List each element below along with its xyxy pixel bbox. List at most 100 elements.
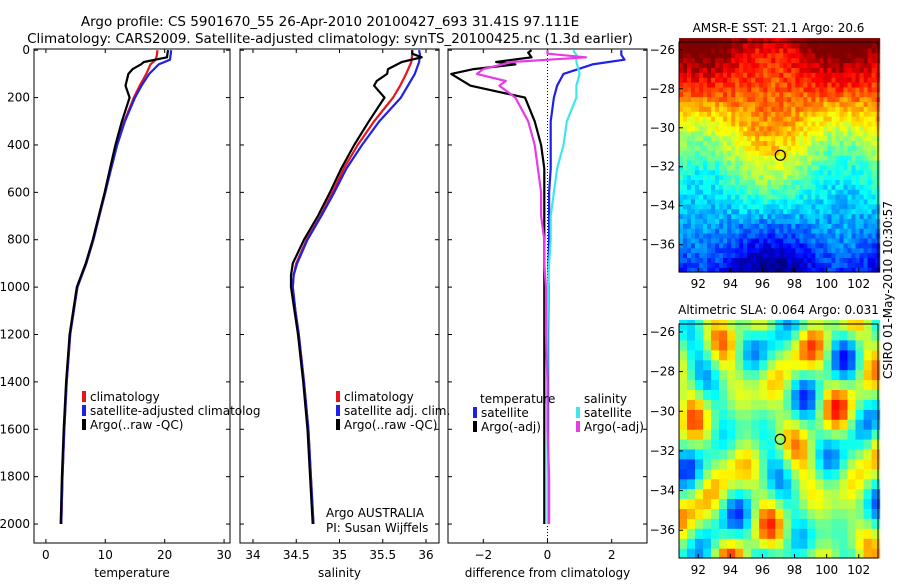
heatmap-cell — [843, 262, 849, 268]
heatmap-cell — [819, 91, 824, 98]
heatmap-cell — [711, 242, 716, 249]
heatmap-cell — [799, 439, 808, 450]
heatmap-cell — [827, 233, 832, 239]
heatmap-cell — [703, 174, 708, 180]
heatmap-cell — [791, 498, 800, 509]
heatmap-cell — [771, 111, 776, 117]
heatmap-cell — [847, 458, 857, 470]
heatmap-cell — [679, 52, 684, 59]
heatmap-cell — [763, 67, 768, 73]
heatmap-cell — [783, 135, 788, 142]
heatmap-cell — [739, 179, 744, 185]
heatmap-cell — [775, 548, 784, 559]
heatmap-cell — [755, 164, 760, 171]
heatmap-cell — [695, 339, 704, 351]
heatmap-cell — [871, 47, 877, 54]
heatmap-cell — [851, 120, 857, 127]
heatmap-cell — [731, 47, 736, 54]
heatmap-cell — [719, 203, 724, 210]
heatmap-cell — [695, 247, 700, 254]
heatmap-cell — [715, 82, 720, 88]
heatmap-cell — [711, 91, 716, 98]
heatmap-cell — [791, 389, 800, 400]
heatmap-cell — [687, 135, 692, 142]
heatmap-cell — [823, 218, 828, 224]
heatmap-cell — [759, 349, 768, 361]
heatmap-cell — [715, 67, 720, 73]
heatmap-cell — [711, 429, 720, 440]
heatmap-cell — [711, 159, 716, 166]
heatmap-cell — [779, 125, 784, 132]
y-tick-label: 0 — [22, 43, 30, 57]
heatmap-cell — [735, 468, 744, 480]
heatmap-cell — [731, 218, 736, 224]
heatmap-cell — [787, 237, 792, 244]
heatmap-cell — [703, 38, 708, 44]
heatmap-cell — [691, 106, 696, 112]
heatmap-cell — [787, 169, 792, 176]
heatmap-cell — [695, 82, 700, 88]
heatmap-cell — [727, 208, 732, 215]
heatmap-cell — [779, 57, 784, 64]
heatmap-cell — [707, 233, 712, 239]
y-tick-label: 1200 — [0, 328, 30, 342]
heatmap-cell — [811, 150, 816, 156]
heatmap-cell — [843, 86, 849, 93]
heatmap-cells — [679, 38, 881, 273]
heatmap-cell — [831, 339, 841, 351]
heatmap-cell — [811, 174, 816, 180]
heatmap-cell — [711, 120, 716, 127]
heatmap-cell — [719, 538, 728, 549]
heatmap-cell — [859, 218, 865, 224]
heatmap-cell — [727, 47, 732, 54]
heatmap-cell — [791, 120, 796, 127]
heatmap-cell — [763, 111, 768, 117]
heatmap-cell — [703, 458, 712, 470]
heatmap-cell — [823, 184, 828, 190]
heatmap-cell — [751, 329, 760, 341]
heatmap-cell — [799, 203, 804, 210]
heatmap-cell — [683, 184, 688, 190]
heatmap-cell — [819, 208, 824, 215]
heatmap-cell — [727, 213, 732, 219]
heatmap-cell — [719, 67, 724, 73]
heatmap-cell — [751, 247, 756, 254]
heatmap-cell — [787, 43, 792, 49]
heatmap-cell — [807, 329, 816, 341]
heatmap-cell — [687, 359, 696, 371]
heatmap-cell — [703, 389, 712, 400]
heatmap-cell — [771, 120, 776, 127]
heatmap-cell — [791, 174, 796, 180]
heatmap-cell — [695, 194, 700, 200]
heatmap-cell — [687, 179, 692, 185]
heatmap-cell — [703, 518, 712, 529]
heatmap-cell — [855, 67, 861, 73]
heatmap-cell — [711, 369, 720, 381]
heatmap-cell — [799, 86, 804, 93]
heatmap-cell — [799, 399, 808, 410]
heatmap-cell — [835, 223, 841, 229]
heatmap-cell — [855, 96, 861, 103]
heatmap-cell — [755, 257, 760, 263]
heatmap-cell — [815, 169, 820, 176]
heatmap-cell — [795, 145, 800, 151]
heatmap-cell — [795, 198, 800, 205]
heatmap-cell — [835, 267, 841, 273]
heatmap-cell — [687, 419, 696, 430]
heatmap-cell — [731, 242, 736, 249]
heatmap-cell — [711, 106, 716, 112]
heatmap-cell — [783, 96, 788, 103]
heatmap-cell — [727, 320, 736, 331]
heatmap-cell — [707, 223, 712, 229]
heatmap-cell — [859, 267, 865, 273]
heatmap-cell — [751, 369, 760, 381]
heatmap-cell — [867, 242, 873, 249]
heatmap-cell — [751, 257, 756, 263]
heatmap-cell — [723, 247, 728, 254]
heatmap-cell — [763, 242, 768, 249]
heatmap-cell — [759, 77, 764, 83]
heatmap-cell — [867, 91, 873, 98]
heatmap-cell — [815, 77, 820, 83]
heatmap-cell — [803, 43, 808, 49]
heatmap-cell — [687, 458, 696, 470]
